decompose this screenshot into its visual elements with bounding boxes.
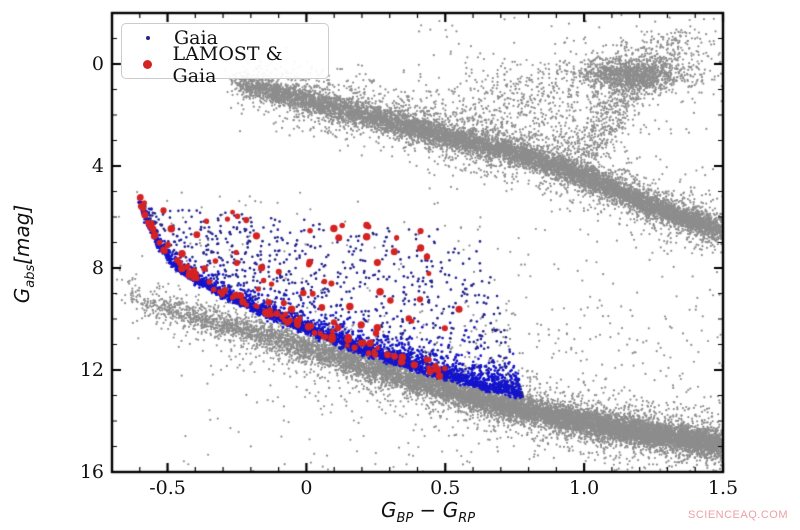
x-axis-label: GBP − GRP bbox=[380, 498, 476, 526]
legend-marker-cell bbox=[122, 35, 174, 40]
legend: Gaia LAMOST & Gaia bbox=[121, 23, 329, 87]
gaia-marker-icon bbox=[146, 35, 150, 40]
legend-item-lamost-gaia: LAMOST & Gaia bbox=[122, 43, 328, 87]
y-axis-label: Gabs[mag] bbox=[10, 204, 38, 304]
x-tick-label: 0.5 bbox=[430, 477, 461, 499]
y-tick-label: 16 bbox=[79, 461, 104, 483]
legend-marker-cell bbox=[122, 60, 173, 69]
x-tick-label: -0.5 bbox=[149, 477, 186, 499]
lamost-gaia-marker-icon bbox=[142, 60, 152, 69]
y-tick-label: 12 bbox=[79, 359, 104, 381]
watermark: SCIENCEAQ.COM bbox=[687, 509, 788, 521]
legend-label-gaia: Gaia bbox=[174, 26, 218, 49]
x-tick-label: 1.5 bbox=[707, 477, 739, 499]
y-tick-label: 0 bbox=[91, 53, 104, 75]
x-tick-label: 0 bbox=[300, 477, 313, 499]
legend-label-lamost-gaia: LAMOST & Gaia bbox=[172, 42, 283, 87]
x-tick-label: 1.0 bbox=[569, 477, 600, 499]
y-tick-label: 8 bbox=[91, 257, 104, 279]
y-tick-label: 4 bbox=[91, 155, 104, 177]
legend-item-gaia: Gaia bbox=[122, 24, 328, 51]
